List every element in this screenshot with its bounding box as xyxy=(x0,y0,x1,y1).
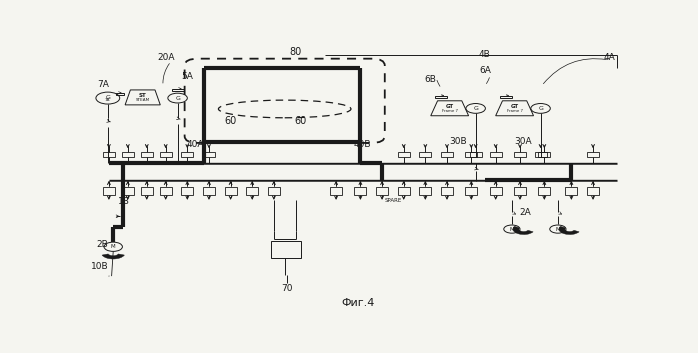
Text: 20A: 20A xyxy=(157,53,174,62)
Bar xyxy=(122,187,134,195)
Bar xyxy=(181,152,193,156)
Bar xyxy=(587,187,599,195)
Text: 80: 80 xyxy=(290,47,302,57)
Bar xyxy=(103,187,115,195)
Bar xyxy=(141,152,153,156)
Bar xyxy=(490,152,502,156)
Text: 5A: 5A xyxy=(181,72,193,81)
Text: SPARE: SPARE xyxy=(385,198,401,203)
Wedge shape xyxy=(513,226,533,234)
Text: M: M xyxy=(556,227,560,232)
Bar xyxy=(514,152,526,156)
Text: 7A: 7A xyxy=(105,98,110,102)
Text: 40B: 40B xyxy=(353,140,371,149)
Bar xyxy=(181,187,193,195)
Bar xyxy=(203,187,215,195)
Text: 4A: 4A xyxy=(603,53,615,62)
Text: GT: GT xyxy=(445,103,454,108)
Bar xyxy=(470,152,482,156)
Bar xyxy=(122,152,134,156)
Bar xyxy=(419,187,431,195)
Bar xyxy=(466,152,477,156)
Bar xyxy=(103,152,115,156)
Bar xyxy=(271,241,301,258)
Bar xyxy=(538,152,550,156)
Text: 60: 60 xyxy=(225,116,237,126)
Text: 1B: 1B xyxy=(118,197,130,206)
Text: Фиг.4: Фиг.4 xyxy=(341,298,374,308)
Bar xyxy=(160,187,172,195)
Bar xyxy=(330,187,342,195)
Text: GT: GT xyxy=(510,103,519,108)
Text: 2A: 2A xyxy=(519,208,531,217)
Bar xyxy=(398,187,410,195)
Text: Frame 7: Frame 7 xyxy=(442,109,458,113)
Bar xyxy=(172,89,184,91)
Bar xyxy=(355,187,366,195)
Bar xyxy=(203,152,215,156)
Text: 30B: 30B xyxy=(449,137,467,146)
Bar xyxy=(514,187,526,195)
Bar xyxy=(398,152,410,156)
Text: 7A: 7A xyxy=(98,80,110,89)
Bar xyxy=(535,152,547,156)
Text: G: G xyxy=(473,106,478,111)
Bar xyxy=(565,187,577,195)
Text: G: G xyxy=(105,95,110,100)
Bar xyxy=(466,187,477,195)
Text: ST: ST xyxy=(139,92,147,98)
Text: 60: 60 xyxy=(295,116,307,126)
Bar xyxy=(141,187,153,195)
Text: 30A: 30A xyxy=(514,137,532,146)
Text: M: M xyxy=(510,227,514,232)
Text: 10B: 10B xyxy=(91,262,108,271)
Text: 4B: 4B xyxy=(479,50,491,59)
Text: 40A: 40A xyxy=(186,140,205,149)
Text: G: G xyxy=(175,96,180,101)
Text: STEAM: STEAM xyxy=(135,98,150,102)
Bar xyxy=(246,187,258,195)
Bar xyxy=(225,187,237,195)
Bar xyxy=(117,92,124,95)
Text: 70: 70 xyxy=(282,284,293,293)
Text: Frame 7: Frame 7 xyxy=(507,109,523,113)
Bar xyxy=(587,152,599,156)
Wedge shape xyxy=(102,254,124,259)
Text: M: M xyxy=(111,244,116,249)
Bar xyxy=(419,152,431,156)
Wedge shape xyxy=(559,226,579,234)
Text: 6B: 6B xyxy=(425,74,437,84)
Bar xyxy=(441,187,453,195)
Bar xyxy=(268,187,280,195)
Bar xyxy=(376,187,388,195)
Bar xyxy=(500,96,512,98)
Bar xyxy=(490,187,502,195)
Bar xyxy=(538,187,550,195)
Text: 6A: 6A xyxy=(479,66,491,76)
Text: 2B: 2B xyxy=(96,240,108,249)
Text: G: G xyxy=(538,106,543,111)
Bar xyxy=(441,152,453,156)
Bar xyxy=(435,96,447,98)
Bar xyxy=(160,152,172,156)
